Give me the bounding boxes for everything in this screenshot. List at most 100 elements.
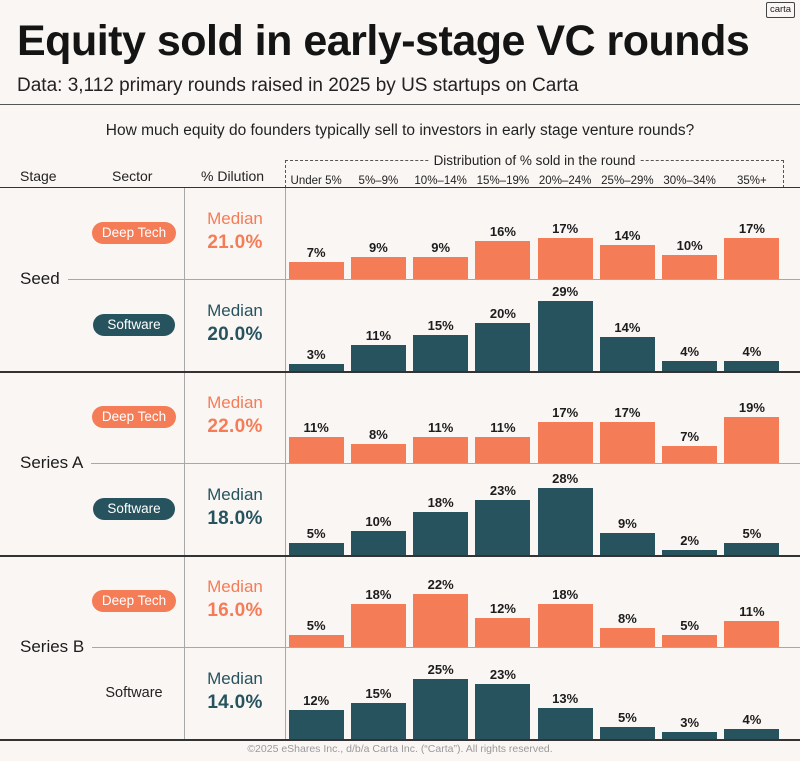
bar-series-b-deep-tech-25-29 — [599, 627, 655, 647]
bar-value-label: 28% — [552, 470, 579, 486]
copyright-footer: ©2025 eShares Inc., d/b/a Carta Inc. (“C… — [247, 743, 553, 755]
bar-series-b-software-15-19 — [475, 683, 531, 739]
bar-series-b-deep-tech-20-24 — [537, 603, 593, 647]
bar-series-b-deep-tech-15-19 — [475, 618, 531, 647]
bar-value-label: 5% — [680, 618, 700, 633]
sector-cell: Software — [84, 463, 184, 555]
median-value: 20.0% — [207, 324, 263, 345]
bar-series-b-software-35 — [724, 729, 780, 739]
bar-value-label: 19% — [738, 400, 765, 416]
bar-value-label: 8% — [368, 426, 388, 442]
bar-value-label: 8% — [617, 610, 637, 626]
bar-series-a-software-5-9 — [350, 531, 406, 555]
page-subtitle: Data: 3,112 primary rounds raised in 202… — [17, 75, 579, 96]
bar-series-b-software-under-5 — [288, 710, 344, 739]
stage-label-seed: Seed — [20, 269, 68, 289]
bar-seed-software-under-5 — [288, 363, 344, 371]
bar-value-label: 23% — [489, 482, 516, 498]
bar-value-label: 17% — [614, 405, 641, 421]
page-title: Equity sold in early-stage VC rounds — [17, 17, 750, 65]
bar-series-b-deep-tech-30-34 — [662, 635, 718, 647]
column-header-stage: Stage — [20, 168, 57, 184]
bar-seed-deep-tech-under-5 — [288, 262, 344, 279]
bar-series-a-software-15-19 — [475, 499, 531, 555]
row-divider — [20, 647, 800, 648]
bar-series-b-software-10-14 — [413, 679, 469, 739]
bin-label: 30%–34% — [663, 175, 716, 187]
median-label: Median — [207, 669, 263, 688]
sector-cell: Deep Tech — [84, 187, 184, 279]
sector-pill-deep-tech: Deep Tech — [91, 406, 177, 428]
median-value: 16.0% — [207, 600, 263, 621]
bar-value-label: 2% — [680, 533, 700, 549]
bar-value-label: 16% — [489, 223, 516, 239]
row-divider — [20, 463, 800, 464]
bar-seed-deep-tech-20-24 — [537, 238, 593, 279]
bar-series-a-deep-tech-under-5 — [288, 436, 344, 463]
stage-divider — [0, 555, 800, 557]
bar-seed-deep-tech-30-34 — [662, 255, 718, 279]
carta-logo: carta — [766, 2, 795, 18]
bar-value-label: 17% — [552, 405, 579, 421]
bar-series-a-software-10-14 — [413, 511, 469, 555]
bar-value-label: 4% — [742, 344, 762, 360]
stage-divider — [0, 739, 800, 741]
bar-value-label: 5% — [742, 526, 762, 541]
bar-seed-software-25-29 — [599, 337, 655, 371]
bar-value-label: 10% — [676, 238, 703, 253]
bar-value-label: 4% — [680, 344, 700, 360]
bar-value-label: 3% — [306, 346, 326, 362]
bar-value-label: 4% — [742, 712, 762, 728]
bin-label: 20%–24% — [538, 175, 592, 187]
bar-seed-deep-tech-5-9 — [350, 257, 406, 279]
bin-label: 5%–9% — [358, 175, 399, 187]
sector-pill-deep-tech: Deep Tech — [91, 590, 177, 612]
bar-value-label: 9% — [617, 516, 637, 532]
distribution-header-label: Distribution of % sold in the round — [429, 153, 640, 168]
sector-pill-software: Software — [93, 314, 175, 336]
median-label: Median — [207, 393, 263, 412]
bar-value-label: 15% — [365, 686, 392, 701]
bar-value-label: 11% — [365, 327, 392, 343]
bin-label: 35%+ — [737, 175, 767, 187]
bar-value-label: 14% — [614, 320, 641, 336]
stage-label-series-a: Series A — [20, 453, 92, 473]
median-label: Median — [207, 577, 263, 596]
bar-series-a-software-under-5 — [288, 543, 344, 555]
bar-series-b-software-20-24 — [537, 707, 593, 739]
median-label: Median — [207, 485, 263, 504]
bar-seed-deep-tech-15-19 — [475, 240, 531, 279]
bar-value-label: 9% — [431, 240, 451, 256]
bar-series-a-software-35 — [724, 543, 780, 555]
bar-seed-software-35 — [724, 361, 780, 371]
bar-series-a-deep-tech-25-29 — [599, 422, 655, 463]
bar-value-label: 18% — [552, 586, 579, 602]
bar-value-label: 14% — [614, 228, 641, 244]
bar-series-a-deep-tech-5-9 — [350, 443, 406, 463]
bar-value-label: 23% — [489, 666, 516, 682]
bar-value-label: 11% — [427, 419, 454, 435]
bar-value-label: 11% — [739, 603, 765, 619]
median-value: 22.0% — [207, 416, 263, 437]
bar-series-b-software-5-9 — [350, 703, 406, 739]
column-header-dilution: % Dilution — [201, 168, 265, 184]
bar-value-label: 10% — [365, 514, 392, 529]
bar-value-label: 9% — [368, 240, 388, 256]
stage-divider — [0, 371, 800, 373]
sector-pill-software: Software — [93, 498, 175, 520]
sector-cell: Deep Tech — [84, 555, 184, 647]
bar-value-label: 5% — [306, 526, 326, 541]
bin-label: 25%–29% — [601, 175, 654, 187]
sector-pill-deep-tech: Deep Tech — [91, 222, 177, 244]
bar-series-a-deep-tech-15-19 — [475, 436, 531, 463]
chart-title: How much equity do founders typically se… — [105, 122, 695, 139]
distribution-header: Distribution of % sold in the round — [285, 153, 784, 169]
bar-series-b-software-30-34 — [662, 731, 718, 739]
header-rule — [0, 104, 800, 105]
sector-label-software: Software — [105, 685, 163, 701]
bar-seed-software-20-24 — [537, 301, 593, 371]
sector-cell: Software — [84, 279, 184, 371]
bar-series-b-software-25-29 — [599, 727, 655, 739]
bar-value-label: 11% — [490, 419, 516, 435]
